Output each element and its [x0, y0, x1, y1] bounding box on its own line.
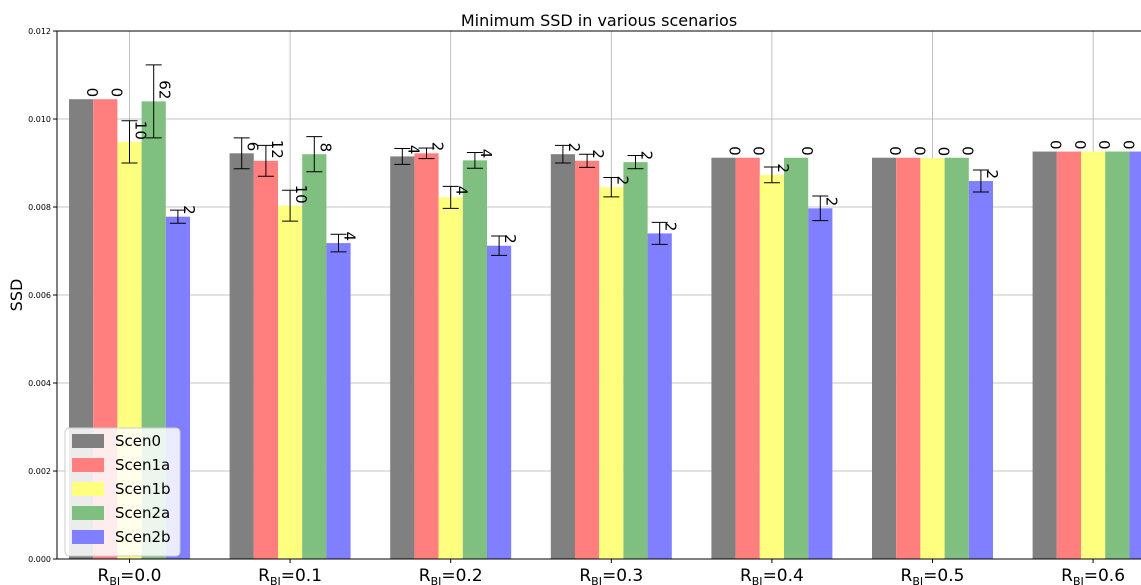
data-label: 2 — [565, 143, 583, 153]
data-label: 4 — [341, 232, 359, 242]
bar-scen2b — [647, 233, 672, 559]
bar-scen2a — [944, 157, 969, 559]
y-tick-label: 0.002 — [28, 467, 51, 476]
legend-entry: Scen1a — [115, 456, 170, 474]
data-label: 12 — [268, 140, 286, 159]
bar-scen1a — [575, 160, 600, 560]
legend-swatch — [72, 458, 104, 472]
bar-scen1a — [253, 160, 278, 560]
bar-scen2b — [968, 181, 993, 560]
x-tick-label: RBI=0.1 — [258, 566, 322, 585]
bar-scen1b — [1081, 151, 1106, 559]
x-tick-label: RBI=0.3 — [579, 566, 643, 585]
bar-scen0 — [550, 154, 575, 559]
bar-scen0 — [1032, 151, 1057, 559]
bar-scen1b — [599, 187, 624, 559]
legend-swatch — [72, 530, 104, 544]
legend-entry: Scen2a — [115, 504, 170, 522]
bar-scen2a — [623, 162, 648, 559]
legend-entry: Scen2b — [115, 528, 171, 546]
legend-swatch — [72, 482, 104, 496]
bar-scen1a — [1056, 151, 1081, 559]
x-tick-layer: RBI=0.0 RBI=0.1 RBI=0.2 RBI=0.3 RBI=0.4 RBI=0… — [98, 559, 1125, 585]
bar-scen1b — [759, 174, 784, 559]
data-label: 2 — [983, 169, 1001, 179]
data-label: 62 — [156, 80, 174, 99]
y-axis-label: SSD — [7, 279, 26, 312]
data-label: 2 — [180, 205, 198, 215]
y-tick-label: 0.004 — [28, 379, 51, 388]
bar-scen1a — [414, 153, 439, 559]
bar-scen0 — [229, 153, 254, 559]
x-tick-label: RBI=0.0 — [98, 566, 162, 585]
data-label: 0 — [935, 147, 953, 157]
data-label: 0 — [959, 146, 977, 156]
data-label: 2 — [822, 197, 840, 207]
bar-scen1b — [438, 197, 463, 559]
error-bar-layer — [121, 64, 989, 256]
bar-scen2b — [487, 245, 512, 559]
legend: Scen0 Scen1a Scen1b Scen2a Scen2b — [64, 427, 181, 557]
bar-layer — [69, 99, 1141, 560]
bar-scen2a — [302, 154, 327, 559]
data-label: 4 — [404, 145, 422, 155]
data-label: 0 — [750, 146, 768, 156]
data-label: 6 — [244, 142, 262, 152]
y-tick-label: 0.010 — [28, 115, 51, 124]
data-label: 2 — [774, 163, 792, 173]
data-label: 0 — [1119, 140, 1137, 150]
data-label: 2 — [429, 142, 447, 152]
data-label: 8 — [316, 143, 334, 153]
bar-scen2b — [326, 243, 351, 559]
y-tick-layer: 0.000 0.002 0.004 0.006 0.008 0.010 0.012 — [28, 27, 57, 564]
y-tick-label: 0.008 — [28, 203, 51, 212]
bar-scen0 — [390, 156, 415, 559]
data-label: 0 — [798, 146, 816, 156]
bar-scen2b — [1129, 151, 1141, 559]
data-label: 2 — [638, 151, 656, 161]
legend-entry: Scen0 — [115, 432, 161, 450]
data-label: 0 — [1071, 140, 1089, 150]
y-tick-label: 0.006 — [28, 291, 51, 300]
bar-scen1b — [278, 205, 303, 559]
bar-scen2a — [462, 160, 487, 560]
data-label: 4 — [477, 149, 495, 159]
bar-scen1a — [896, 157, 921, 559]
data-label: 0 — [107, 88, 125, 98]
data-label: 0 — [726, 146, 744, 156]
data-label: 0 — [1047, 140, 1065, 150]
data-label: 2 — [613, 176, 631, 186]
data-label: 2 — [501, 234, 519, 244]
data-label: 0 — [1095, 140, 1113, 150]
data-label: 0 — [83, 88, 101, 98]
data-label: 0 — [886, 146, 904, 156]
x-tick-label: RBI=0.6 — [1061, 566, 1125, 585]
bar-scen0 — [711, 157, 736, 559]
legend-swatch — [72, 434, 104, 448]
bar-scen2a — [784, 157, 809, 559]
data-label: 10 — [132, 121, 150, 140]
x-tick-label: RBI=0.2 — [419, 566, 483, 585]
bar-scen2b — [808, 208, 833, 559]
data-label: 4 — [453, 186, 471, 196]
chart-title: Minimum SSD in various scenarios — [461, 11, 737, 30]
legend-entry: Scen1b — [115, 480, 171, 498]
data-label: 0 — [910, 146, 928, 156]
bar-scen2a — [1105, 151, 1130, 559]
x-tick-label: RBI=0.4 — [740, 566, 804, 585]
bar-scen1b — [920, 158, 945, 559]
data-label: 10 — [292, 185, 310, 204]
x-tick-label: RBI=0.5 — [901, 566, 965, 585]
data-label: 2 — [589, 149, 607, 159]
y-tick-label: 0.000 — [28, 555, 51, 564]
legend-swatch — [72, 506, 104, 520]
data-label: 2 — [662, 222, 680, 232]
y-tick-label: 0.012 — [28, 27, 51, 36]
bar-scen1a — [735, 157, 760, 559]
bar-scen0 — [872, 157, 897, 559]
